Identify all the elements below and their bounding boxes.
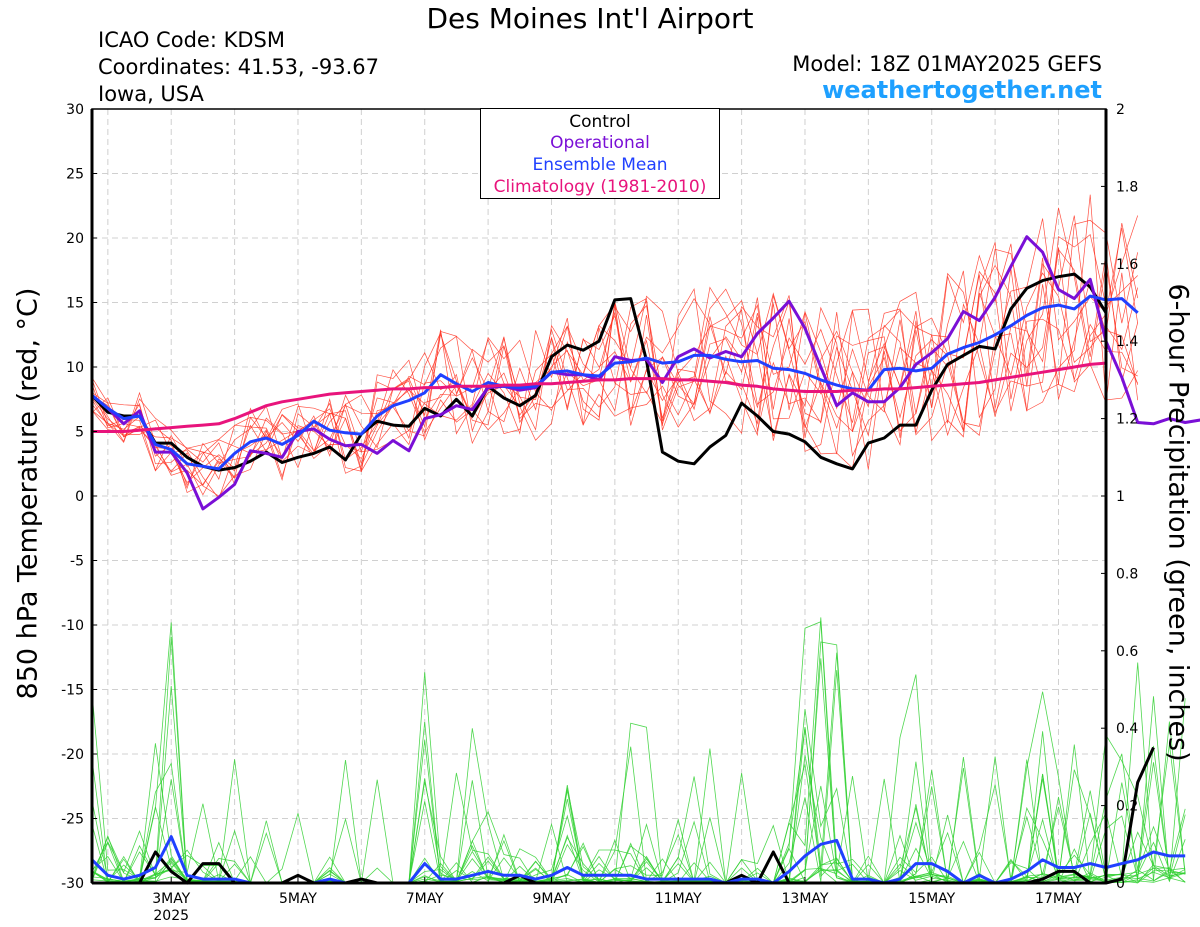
legend-item-control: Control (569, 112, 631, 132)
precip-member-line (91, 652, 1186, 884)
y-axis-label-left: 850 hPa Temperature (red, °C) (12, 287, 44, 700)
precip-member-line (91, 617, 1186, 884)
y2-tick-label: 0.8 (1116, 566, 1138, 582)
chart-title: Des Moines Int'l Airport (426, 2, 754, 35)
y2-tick-label: 0.2 (1116, 799, 1138, 815)
temp-member-line (91, 215, 1139, 486)
legend-item-climatology: Climatology (1981-2010) (493, 177, 707, 197)
precip-member-line (91, 636, 1186, 884)
y2-tick-label: 0.4 (1116, 721, 1138, 737)
x-tick-label: 11MAY (655, 891, 702, 907)
y2-tick-label: 1.4 (1116, 334, 1138, 350)
y2-tick-label: 0.6 (1116, 644, 1138, 660)
temp-member-line (91, 207, 1138, 480)
y2-tick-label: 2 (1116, 102, 1125, 118)
y2-tick-label: 1.6 (1116, 257, 1138, 273)
station-coordinates: Coordinates: 41.53, -93.67 (98, 55, 379, 79)
y-tick-label: 15 (66, 296, 84, 312)
station-region: Iowa, USA (98, 82, 204, 106)
station-icao-code: ICAO Code: KDSM (98, 28, 285, 52)
precip-member-line (91, 662, 1186, 885)
y-tick-label: 25 (66, 167, 84, 183)
temp-climatology-1981-2010-line (92, 361, 1107, 433)
y2-tick-label: 1 (1116, 489, 1125, 505)
temp-operational-line (91, 235, 1200, 511)
legend-item-operational: Operational (550, 133, 650, 153)
y-tick-label: -5 (70, 554, 84, 570)
precip-ensemble-members (91, 617, 1186, 885)
x-tick-label: 9MAY (532, 891, 570, 907)
axis-ticks: 302520151050-5-10-15-20-25-3021.81.61.41… (61, 102, 1138, 924)
y-tick-label: 5 (75, 425, 84, 441)
temp-member-line (91, 247, 1139, 469)
x-tick-sublabel: 2025 (153, 908, 189, 924)
x-tick-label: 13MAY (782, 891, 829, 907)
y-tick-label: -20 (61, 747, 84, 763)
precip-member-line (91, 709, 1186, 884)
y2-tick-label: 1.2 (1116, 412, 1138, 428)
model-run-label: Model: 18Z 01MAY2025 GEFS (792, 52, 1102, 76)
x-tick-label: 7MAY (406, 891, 444, 907)
precip-member-line (91, 691, 1186, 884)
y-tick-label: 20 (66, 231, 84, 247)
x-tick-label: 17MAY (1035, 891, 1082, 907)
y-tick-label: 0 (75, 489, 84, 505)
temp-ensemble-mean-line (91, 294, 1139, 471)
x-tick-label: 3MAY (152, 891, 190, 907)
y-axis-label-right: 6-hour Precipitation (green, inches) (1162, 283, 1194, 762)
y2-tick-label: 0 (1116, 876, 1125, 892)
website-link[interactable]: weathertogether.net (822, 76, 1102, 104)
y-tick-label: 30 (66, 102, 84, 118)
x-tick-label: 15MAY (908, 891, 955, 907)
y-tick-label: -25 (61, 812, 84, 828)
y-tick-label: -30 (61, 876, 84, 892)
precip-member-line (91, 622, 1186, 884)
y-tick-label: 10 (66, 360, 84, 376)
temp-member-line (91, 233, 1138, 497)
legend-item-ensemble-mean: Ensemble Mean (532, 155, 668, 175)
legend: Control Operational Ensemble Mean Climat… (480, 108, 720, 199)
y-tick-label: -15 (61, 683, 84, 699)
precip-member-line (91, 621, 1186, 884)
y2-tick-label: 1.8 (1116, 179, 1138, 195)
grid-lines (92, 108, 1106, 884)
x-tick-label: 5MAY (279, 891, 317, 907)
temp-control-line (90, 272, 1108, 472)
y-tick-label: -10 (61, 618, 84, 634)
temp-member-line (91, 194, 1139, 500)
precip-member-line (91, 658, 1186, 884)
